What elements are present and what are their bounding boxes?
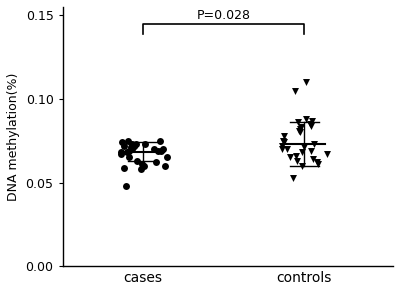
- Point: [290, 175, 296, 180]
- Point: [134, 159, 140, 163]
- Point: [298, 150, 305, 155]
- Point: [310, 157, 316, 161]
- Point: [118, 152, 124, 157]
- Point: [128, 147, 135, 152]
- Point: [308, 148, 314, 153]
- Point: [294, 159, 300, 163]
- Point: [160, 147, 166, 152]
- Point: [129, 142, 136, 146]
- Point: [118, 140, 125, 145]
- Point: [130, 143, 137, 148]
- Point: [324, 152, 330, 157]
- Point: [281, 133, 287, 138]
- Point: [158, 148, 164, 153]
- Point: [315, 162, 322, 166]
- Point: [126, 155, 132, 160]
- Point: [295, 120, 301, 125]
- Text: P=0.028: P=0.028: [197, 9, 251, 22]
- Point: [126, 148, 132, 153]
- Point: [278, 143, 285, 148]
- Point: [121, 143, 128, 148]
- Point: [150, 147, 157, 152]
- Point: [303, 117, 310, 121]
- Y-axis label: DNA methylation(%): DNA methylation(%): [7, 72, 20, 201]
- Point: [123, 184, 129, 188]
- Point: [128, 145, 134, 150]
- Point: [293, 154, 299, 158]
- Point: [124, 150, 130, 155]
- Point: [141, 142, 148, 146]
- Point: [314, 160, 321, 165]
- Point: [157, 138, 163, 143]
- Point: [139, 162, 145, 166]
- Point: [162, 164, 168, 168]
- Point: [307, 122, 314, 126]
- Point: [133, 142, 140, 146]
- Point: [118, 150, 124, 155]
- Point: [297, 125, 304, 130]
- Point: [280, 138, 286, 143]
- Point: [297, 130, 303, 135]
- Point: [308, 123, 314, 128]
- Point: [311, 142, 317, 146]
- Point: [281, 140, 287, 145]
- Point: [140, 164, 147, 168]
- Point: [286, 155, 293, 160]
- Point: [298, 164, 305, 168]
- Point: [301, 145, 308, 150]
- Point: [303, 80, 310, 85]
- Point: [138, 167, 145, 171]
- Point: [296, 128, 302, 133]
- Point: [152, 160, 159, 165]
- Point: [296, 127, 303, 131]
- Point: [121, 165, 128, 170]
- Point: [292, 88, 298, 93]
- Point: [155, 148, 161, 153]
- Point: [130, 143, 137, 148]
- Point: [164, 155, 170, 160]
- Point: [278, 147, 285, 152]
- Point: [124, 138, 131, 143]
- Point: [309, 118, 316, 123]
- Point: [284, 147, 290, 152]
